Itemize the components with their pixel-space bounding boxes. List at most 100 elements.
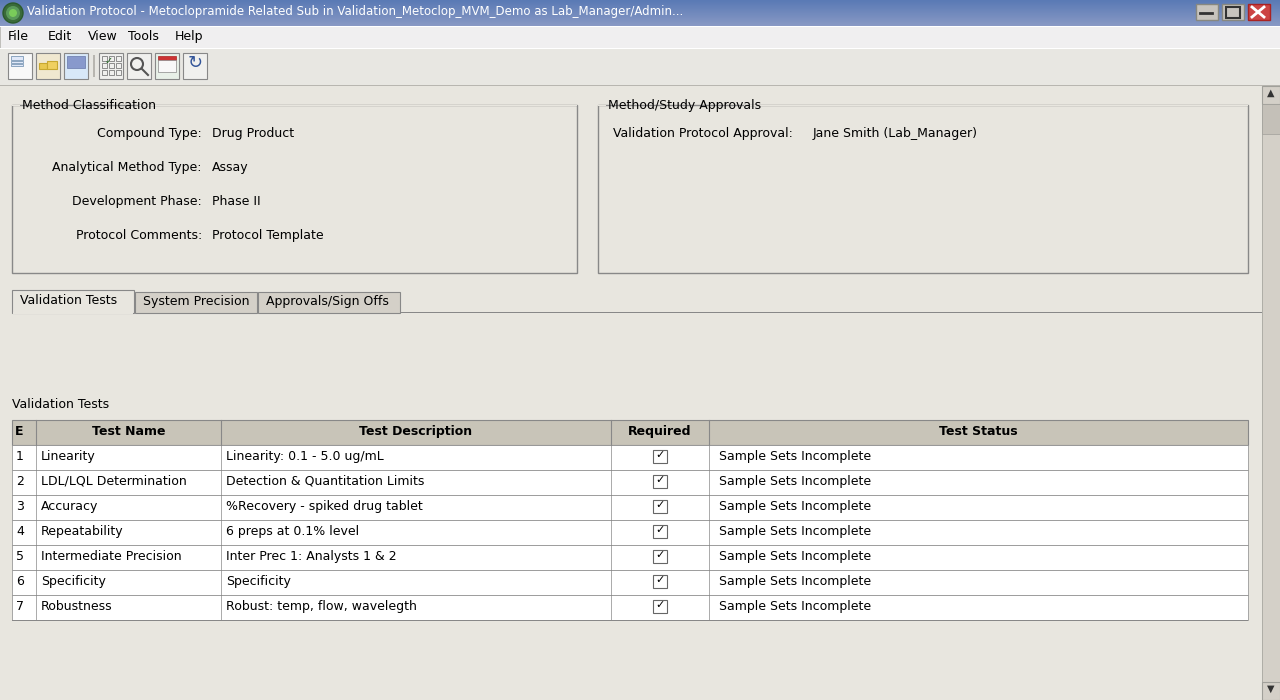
Text: Assay: Assay — [212, 161, 248, 174]
Text: 6 preps at 0.1% level: 6 preps at 0.1% level — [227, 525, 360, 538]
Bar — [102, 56, 108, 61]
Text: Test Description: Test Description — [360, 425, 472, 438]
Text: Required: Required — [628, 425, 691, 438]
Bar — [93, 55, 95, 77]
Text: Method/Study Approvals: Method/Study Approvals — [608, 99, 762, 112]
Text: 5: 5 — [15, 550, 24, 563]
Bar — [1196, 4, 1219, 20]
Bar — [102, 70, 108, 75]
Bar — [116, 56, 122, 61]
Bar — [0, 26, 1280, 48]
Bar — [12, 595, 1248, 620]
Text: 3: 3 — [15, 500, 24, 513]
Bar — [0, 23, 1280, 24]
Bar — [38, 63, 47, 69]
Bar — [0, 13, 1280, 14]
Text: Sample Sets Incomplete: Sample Sets Incomplete — [719, 450, 872, 463]
Text: Development Phase:: Development Phase: — [72, 195, 202, 208]
Bar — [36, 53, 60, 79]
Text: Sample Sets Incomplete: Sample Sets Incomplete — [719, 550, 872, 563]
Text: ✓: ✓ — [655, 600, 664, 610]
Text: Sample Sets Incomplete: Sample Sets Incomplete — [719, 600, 872, 613]
Text: ↻: ↻ — [187, 54, 202, 72]
Bar — [0, 0, 1280, 1]
Text: Inter Prec 1: Analysts 1 & 2: Inter Prec 1: Analysts 1 & 2 — [227, 550, 397, 563]
Bar — [0, 2, 1280, 3]
Text: ✓: ✓ — [655, 500, 664, 510]
Text: ▼: ▼ — [1267, 684, 1275, 694]
Bar — [127, 53, 151, 79]
Text: ✓: ✓ — [655, 550, 664, 560]
Text: ▲: ▲ — [1267, 88, 1275, 98]
Bar — [109, 70, 114, 75]
Bar — [12, 105, 20, 106]
Bar — [157, 60, 177, 72]
Circle shape — [6, 6, 20, 20]
Text: Approvals/Sign Offs: Approvals/Sign Offs — [266, 295, 389, 308]
Bar — [12, 620, 1248, 621]
Text: Test Name: Test Name — [92, 425, 165, 438]
Text: Accuracy: Accuracy — [41, 500, 99, 513]
Bar — [64, 53, 88, 79]
Bar — [0, 5, 1280, 6]
Bar — [653, 450, 667, 463]
Text: 2: 2 — [15, 475, 24, 488]
Bar — [0, 9, 1280, 10]
Bar — [744, 105, 1248, 106]
Bar — [12, 56, 23, 60]
Text: Help: Help — [174, 30, 204, 43]
Bar — [12, 61, 23, 63]
Bar — [0, 10, 1280, 11]
Bar — [0, 48, 1280, 86]
Bar — [0, 12, 1280, 13]
Bar — [12, 290, 134, 313]
Text: Sample Sets Incomplete: Sample Sets Incomplete — [719, 525, 872, 538]
Bar — [155, 53, 179, 79]
Bar — [0, 6, 1280, 7]
Bar — [8, 53, 32, 79]
Text: Protocol Template: Protocol Template — [212, 229, 324, 242]
Bar — [653, 500, 667, 513]
Bar — [12, 420, 1248, 445]
Bar — [116, 63, 122, 68]
Bar — [0, 26, 1280, 27]
Text: Linearity: 0.1 - 5.0 ug/mL: Linearity: 0.1 - 5.0 ug/mL — [227, 450, 384, 463]
Bar — [598, 105, 1248, 273]
Text: Sample Sets Incomplete: Sample Sets Incomplete — [719, 575, 872, 588]
Circle shape — [9, 9, 17, 17]
Bar — [0, 14, 1280, 15]
Bar — [102, 63, 108, 68]
Bar — [47, 61, 58, 69]
Text: Analytical Method Type:: Analytical Method Type: — [52, 161, 202, 174]
Bar — [138, 105, 577, 106]
Text: Sample Sets Incomplete: Sample Sets Incomplete — [719, 475, 872, 488]
Bar — [1226, 7, 1240, 18]
Bar — [1222, 4, 1244, 20]
Circle shape — [3, 3, 23, 23]
Text: ✓: ✓ — [105, 56, 113, 66]
Bar — [1262, 104, 1280, 134]
Text: System Precision: System Precision — [143, 295, 250, 308]
Text: Validation Protocol Approval:: Validation Protocol Approval: — [613, 127, 792, 140]
Text: Intermediate Precision: Intermediate Precision — [41, 550, 182, 563]
Bar — [0, 21, 1280, 22]
Text: Sample Sets Incomplete: Sample Sets Incomplete — [719, 500, 872, 513]
Bar — [67, 56, 84, 68]
Bar — [12, 312, 1262, 313]
Text: Jane Smith (Lab_Manager): Jane Smith (Lab_Manager) — [813, 127, 978, 140]
Bar — [12, 470, 1248, 495]
Text: %Recovery - spiked drug tablet: %Recovery - spiked drug tablet — [227, 500, 422, 513]
Bar — [183, 53, 207, 79]
Bar — [259, 292, 399, 313]
Bar — [653, 475, 667, 488]
Bar — [109, 63, 114, 68]
Bar — [0, 48, 1280, 49]
Bar — [12, 520, 1248, 545]
Bar — [1262, 86, 1280, 104]
Text: Specificity: Specificity — [227, 575, 291, 588]
Bar — [598, 105, 605, 106]
Bar — [157, 56, 177, 60]
Bar — [12, 545, 1248, 570]
Text: ✓: ✓ — [655, 525, 664, 535]
Bar — [13, 312, 133, 314]
